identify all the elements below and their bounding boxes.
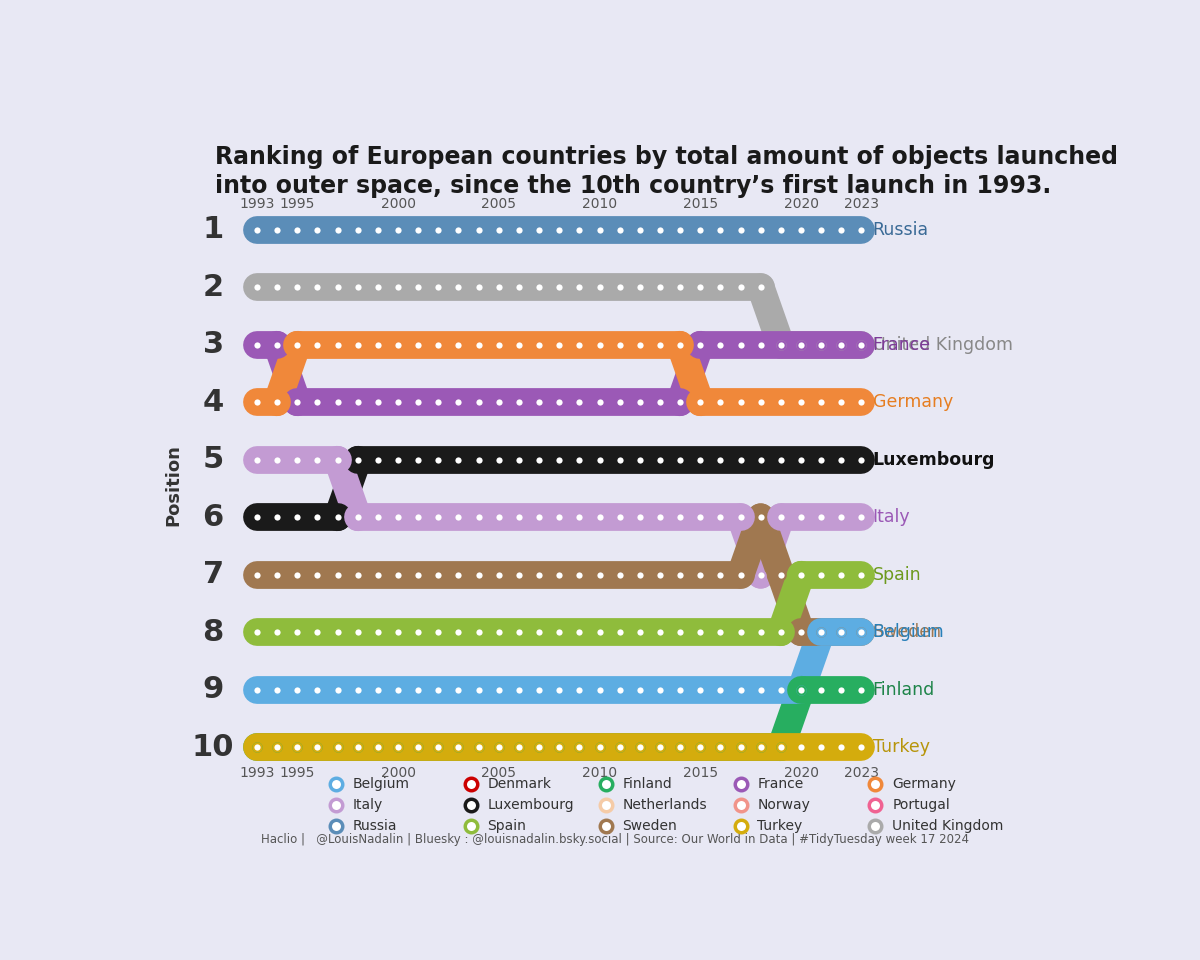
Text: 2015: 2015 (683, 198, 718, 211)
Text: Portugal: Portugal (892, 798, 950, 812)
Text: 7: 7 (203, 561, 224, 589)
Text: Denmark: Denmark (487, 778, 552, 791)
Text: 5: 5 (203, 445, 224, 474)
Text: Spain: Spain (487, 819, 527, 832)
Text: United Kingdom: United Kingdom (872, 336, 1013, 354)
Text: Germany: Germany (872, 394, 953, 411)
Text: Turkey: Turkey (872, 738, 930, 756)
Text: Ranking of European countries by total amount of objects launched
into outer spa: Ranking of European countries by total a… (215, 145, 1118, 199)
Text: 2000: 2000 (380, 766, 415, 780)
Text: Russia: Russia (872, 221, 929, 239)
Text: Luxembourg: Luxembourg (487, 798, 575, 812)
Text: Sweden: Sweden (872, 623, 942, 641)
Text: Germany: Germany (892, 778, 956, 791)
Text: Position: Position (164, 444, 182, 526)
Text: 3: 3 (203, 330, 224, 359)
Text: 2020: 2020 (784, 766, 818, 780)
Text: France: France (872, 336, 931, 354)
Text: 2020: 2020 (784, 198, 818, 211)
Text: Netherlands: Netherlands (623, 798, 707, 812)
Text: Turkey: Turkey (757, 819, 803, 832)
Text: 2015: 2015 (683, 766, 718, 780)
Text: Belgium: Belgium (872, 623, 944, 641)
Text: 2005: 2005 (481, 198, 516, 211)
Text: 2005: 2005 (481, 766, 516, 780)
Text: Norway: Norway (757, 798, 810, 812)
Text: 1: 1 (203, 215, 224, 244)
Text: 2010: 2010 (582, 198, 617, 211)
Text: 8: 8 (203, 617, 224, 647)
Text: Belgium: Belgium (353, 778, 409, 791)
Text: Finland: Finland (623, 778, 672, 791)
Text: Sweden: Sweden (623, 819, 677, 832)
Text: Haclio |   @LouisNadalin | Bluesky : @louisnadalin.bsky.social | Source: Our Wor: Haclio | @LouisNadalin | Bluesky : @loui… (262, 832, 970, 846)
Text: 2010: 2010 (582, 766, 617, 780)
Text: Russia: Russia (353, 819, 397, 832)
Text: 2023: 2023 (844, 198, 878, 211)
Text: 1993: 1993 (239, 198, 275, 211)
Text: 4: 4 (203, 388, 224, 417)
Text: 1993: 1993 (239, 766, 275, 780)
Text: United Kingdom: United Kingdom (892, 819, 1003, 832)
Text: 10: 10 (192, 732, 234, 761)
Text: Finland: Finland (872, 681, 935, 699)
Text: Luxembourg: Luxembourg (872, 451, 995, 468)
Text: 2: 2 (203, 273, 224, 301)
Text: 1995: 1995 (280, 766, 314, 780)
Text: 2000: 2000 (380, 198, 415, 211)
Text: Italy: Italy (353, 798, 383, 812)
Text: 2023: 2023 (844, 766, 878, 780)
Text: France: France (757, 778, 804, 791)
Text: 6: 6 (203, 503, 224, 532)
Text: Italy: Italy (872, 508, 911, 526)
Text: Spain: Spain (872, 565, 922, 584)
Text: 1995: 1995 (280, 198, 314, 211)
Text: 9: 9 (203, 675, 224, 705)
